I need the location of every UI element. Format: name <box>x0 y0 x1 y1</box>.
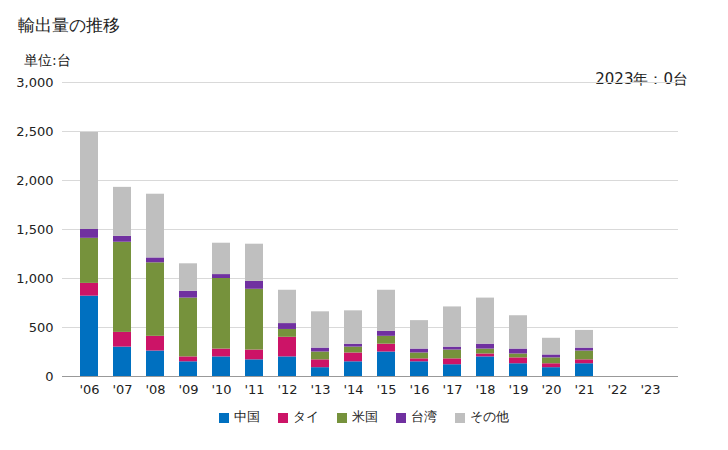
svg-text:'14: '14 <box>343 382 363 397</box>
svg-text:'09: '09 <box>178 382 198 397</box>
svg-text:'17: '17 <box>442 382 462 397</box>
html-text:単位:台: 単位:台 <box>24 52 71 68</box>
svg-text:'21: '21 <box>574 382 594 397</box>
svg-text:500: 500 <box>29 320 54 335</box>
html-text:米国: 米国 <box>352 409 378 424</box>
html-text:その他: その他 <box>470 409 509 424</box>
svg-text:'08: '08 <box>145 382 165 397</box>
svg-text:'15: '15 <box>376 382 396 397</box>
svg-text:'23: '23 <box>640 382 660 397</box>
svg-text:'06: '06 <box>79 382 99 397</box>
svg-text:'18: '18 <box>475 382 495 397</box>
svg-text:'22: '22 <box>607 382 627 397</box>
svg-text:'13: '13 <box>310 382 330 397</box>
svg-text:2,000: 2,000 <box>16 173 53 188</box>
html-text:タイ: タイ <box>293 409 319 424</box>
svg-text:'19: '19 <box>508 382 528 397</box>
svg-text:'16: '16 <box>409 382 429 397</box>
svg-text:1,000: 1,000 <box>16 271 53 286</box>
html-text:輸出量の推移: 輸出量の推移 <box>18 15 120 35</box>
html-text:2023年：0台: 2023年：0台 <box>595 70 688 88</box>
svg-text:'07: '07 <box>112 382 132 397</box>
svg-text:'12: '12 <box>277 382 297 397</box>
svg-text:'20: '20 <box>541 382 561 397</box>
svg-text:'10: '10 <box>211 382 231 397</box>
svg-text:'11: '11 <box>244 382 264 397</box>
svg-text:2,500: 2,500 <box>16 124 53 139</box>
html-text:中国: 中国 <box>234 409 260 424</box>
html-text:台湾: 台湾 <box>411 409 437 424</box>
svg-text:1,500: 1,500 <box>16 222 53 237</box>
svg-text:3,000: 3,000 <box>16 75 53 90</box>
svg-text:0: 0 <box>45 369 53 384</box>
